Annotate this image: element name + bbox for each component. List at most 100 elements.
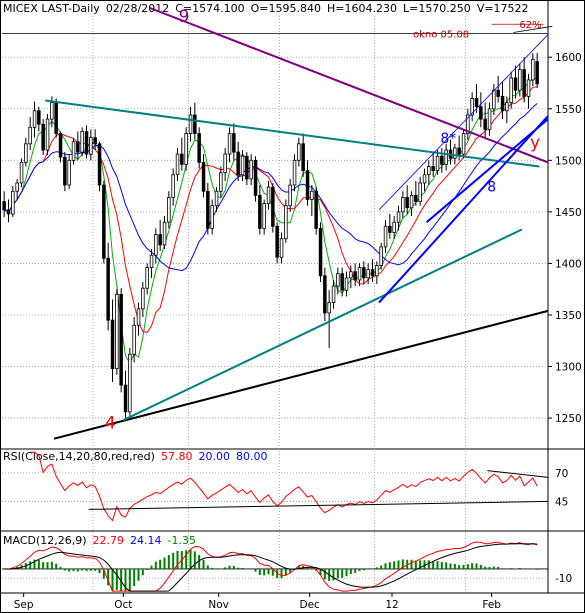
candle-body-99: [431, 166, 435, 171]
candle-body-12: [54, 102, 58, 134]
candle-body-37: [162, 221, 167, 246]
header-field-5: L=1570.250: [403, 2, 471, 15]
candle-36: [158, 220, 162, 252]
candle-body-32: [141, 287, 145, 310]
candle-body-17: [76, 141, 80, 153]
candle-121: [526, 73, 531, 109]
candle-body-114: [496, 89, 500, 97]
candle-101: [440, 147, 444, 173]
candle-68: [297, 137, 301, 167]
candle-87: [379, 242, 383, 270]
candle-2: [11, 186, 15, 218]
candle-86: [375, 261, 379, 285]
candle-12: [54, 98, 58, 138]
wave-label-0: 9: [179, 7, 190, 27]
candle-body-46: [201, 161, 206, 192]
candle-67: [292, 154, 297, 192]
candle-109: [474, 84, 479, 113]
candle-37: [162, 216, 167, 249]
rsi-label-part-2: 20.00: [198, 450, 230, 463]
candle-21: [93, 129, 97, 151]
candle-body-117: [509, 77, 513, 104]
candle-body-22: [97, 143, 102, 186]
candle-body-56: [245, 155, 249, 180]
candle-122: [531, 53, 535, 87]
rsi-tick-label-0: 45: [555, 496, 568, 508]
candle-59: [258, 185, 262, 235]
candle-91: [396, 205, 401, 231]
candle-body-39: [171, 174, 175, 198]
candle-body-2: [11, 190, 15, 215]
candle-39: [171, 168, 175, 206]
candle-body-63: [275, 225, 279, 258]
candle-body-121: [526, 79, 531, 97]
candle-body-108: [470, 98, 474, 116]
candle-99: [431, 152, 435, 177]
candle-body-45: [197, 133, 201, 163]
candle-61: [266, 180, 271, 210]
candle-33: [145, 263, 149, 295]
trendline-wedge-upper: [45, 99, 540, 168]
candle-body-28: [123, 384, 128, 413]
candle-45: [197, 127, 201, 169]
candle-body-19: [84, 131, 89, 155]
candle-32: [141, 281, 145, 318]
candle-body-106: [461, 133, 466, 155]
candle-body-113: [492, 89, 496, 110]
rsi-label-part-1: 57.80: [161, 450, 193, 463]
candle-body-40: [175, 153, 180, 176]
candle-body-73: [318, 227, 323, 277]
candle-4: [19, 158, 24, 188]
candle-body-15: [67, 159, 71, 186]
candle-29: [128, 347, 132, 417]
candle-70: [305, 160, 310, 206]
ma-blue-line: [3, 103, 538, 272]
candle-5: [24, 137, 28, 167]
candle-body-109: [474, 98, 479, 108]
header-field-2: C=1574.100: [175, 2, 244, 15]
candle-body-6: [28, 126, 32, 145]
header-field-1: 02/28/2012: [106, 2, 169, 15]
ma-green-line: [3, 77, 538, 364]
macd-label-part-2: 24.14: [130, 534, 162, 547]
candle-body-13: [58, 133, 63, 158]
price-tick-label-2: 1350: [555, 310, 582, 322]
macd-line: [4, 541, 538, 592]
candle-114: [496, 75, 500, 103]
candle-body-43: [188, 114, 193, 135]
candle-66: [288, 178, 292, 212]
candle-82: [357, 263, 362, 287]
candle-71: [310, 185, 314, 217]
rsi-resistance-trendline: [487, 470, 549, 478]
rsi-label: RSI(Close,14,20,80,red,red) 57.80 20.00 80.…: [3, 450, 267, 463]
rsi-line: [30, 451, 538, 522]
candle-110: [479, 92, 483, 128]
candle-112: [487, 102, 492, 136]
candle-body-59: [258, 194, 262, 229]
macd-signal-line: [4, 543, 538, 592]
candle-body-23: [102, 184, 106, 259]
candle-body-97: [422, 174, 427, 184]
candle-body-122: [531, 58, 535, 81]
candle-51: [223, 147, 227, 181]
x-tick-label-0: Sep: [14, 599, 34, 611]
candle-0: [2, 191, 6, 218]
header-field-4: H=1604.230: [327, 2, 397, 15]
trendline-black-top: [513, 25, 553, 33]
candle-body-115: [500, 96, 505, 112]
candle-body-16: [71, 141, 76, 161]
candle-48: [210, 199, 214, 235]
trendline-blue-channel-upper: [378, 34, 549, 211]
candle-78: [340, 267, 344, 297]
candle-body-92: [401, 196, 405, 213]
candle-31: [136, 302, 141, 336]
candle-body-107: [466, 114, 470, 135]
candle-body-50: [219, 172, 223, 192]
candle-body-88: [383, 225, 388, 248]
candle-body-76: [331, 285, 336, 304]
macd-label-part-1: 22.79: [93, 534, 125, 547]
candle-body-84: [366, 269, 370, 279]
candle-20: [89, 129, 93, 161]
candle-body-49: [214, 190, 219, 207]
candle-body-3: [15, 182, 19, 192]
